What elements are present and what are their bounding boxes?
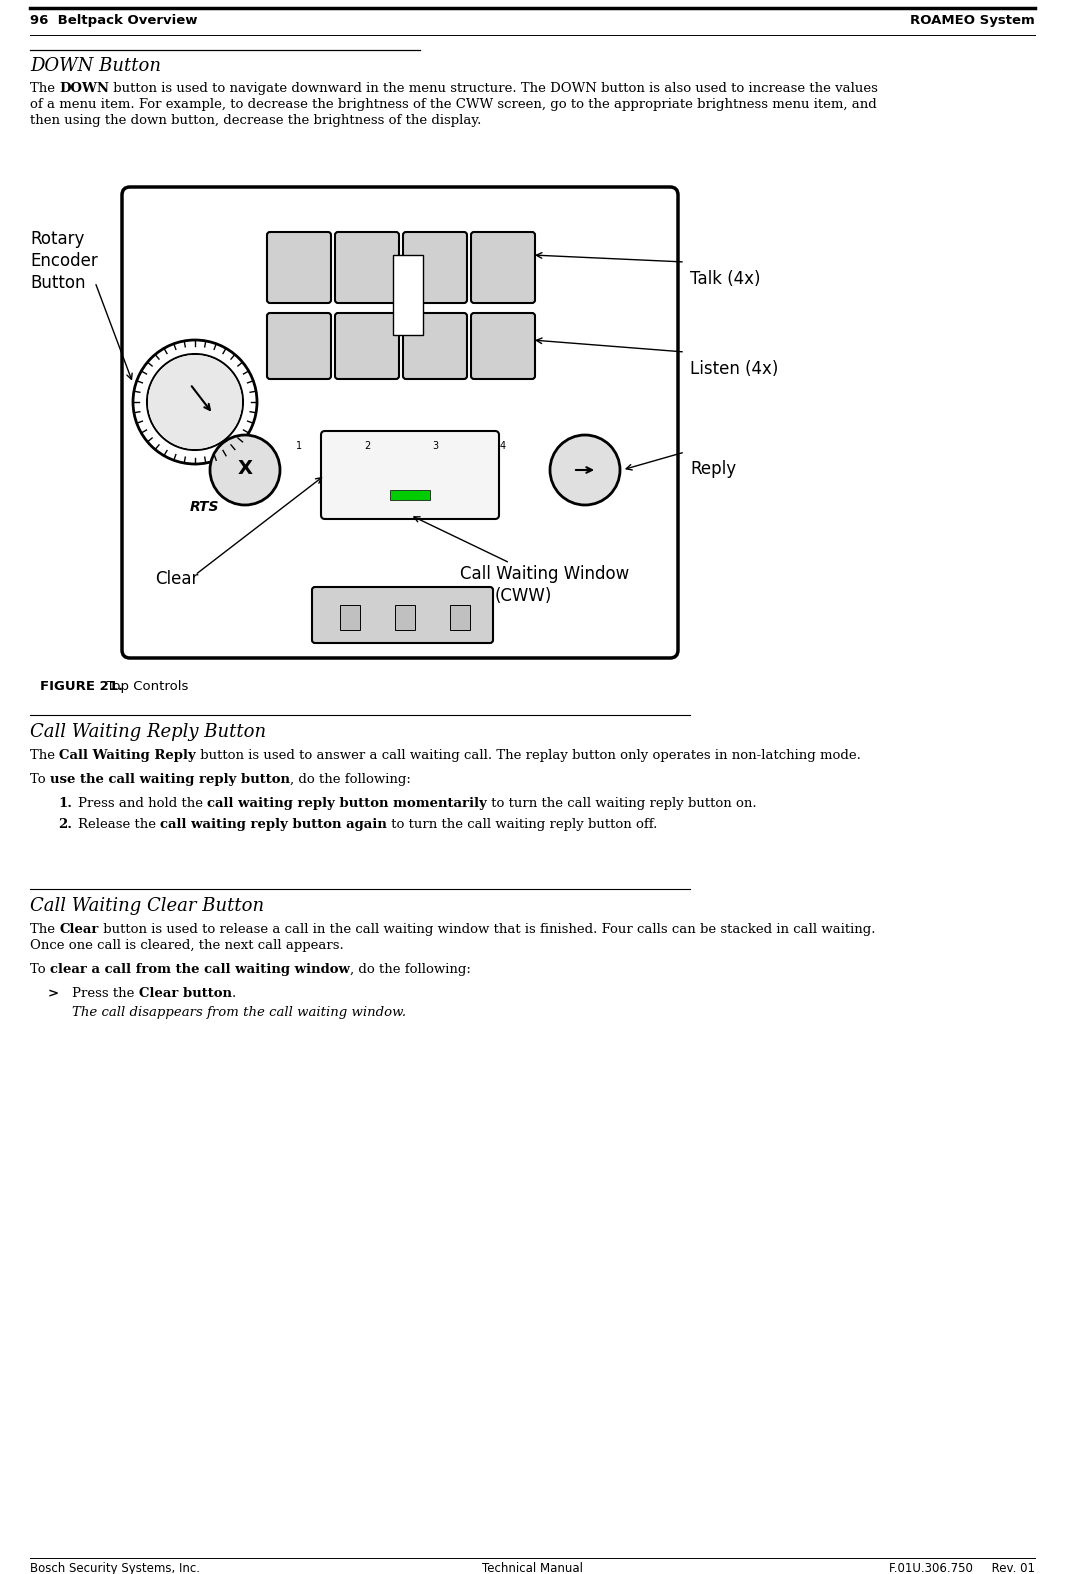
FancyBboxPatch shape [335,231,399,304]
Text: Clear button: Clear button [138,987,231,999]
Text: To: To [30,963,50,976]
FancyBboxPatch shape [312,587,493,644]
Text: button is used to navigate downward in the menu structure. The DOWN button is al: button is used to navigate downward in t… [110,82,879,94]
Text: .: . [231,987,235,999]
Text: Talk (4x): Talk (4x) [690,271,760,288]
Bar [450,604,470,630]
Text: clear a call from the call waiting window: clear a call from the call waiting windo… [50,963,349,976]
Text: button is used to answer a call waiting call. The replay button only operates in: button is used to answer a call waiting … [196,749,861,762]
Text: Call Waiting Window: Call Waiting Window [460,565,629,582]
Text: FIGURE 21.: FIGURE 21. [40,680,122,693]
Text: Button: Button [30,274,85,293]
Text: Listen (4x): Listen (4x) [690,360,779,378]
Text: Call Waiting Clear Button: Call Waiting Clear Button [30,897,264,914]
Text: DOWN: DOWN [60,82,110,94]
Text: (CWW): (CWW) [495,587,553,604]
FancyBboxPatch shape [267,231,331,304]
Text: then using the down button, decrease the brightness of the display.: then using the down button, decrease the… [30,113,481,127]
Circle shape [550,434,620,505]
FancyBboxPatch shape [321,431,499,519]
Text: , do the following:: , do the following: [290,773,411,785]
Text: Bosch Security Systems, Inc.: Bosch Security Systems, Inc. [30,1561,200,1574]
Text: to turn the call waiting reply button on.: to turn the call waiting reply button on… [487,796,757,811]
Text: >: > [48,987,60,999]
Circle shape [148,356,242,449]
Text: Press the: Press the [72,987,138,999]
Text: 4: 4 [499,441,506,452]
Text: F.01U.306.750     Rev. 01: F.01U.306.750 Rev. 01 [889,1561,1035,1574]
Text: call waiting reply button momentarily: call waiting reply button momentarily [208,796,487,811]
Text: 96  Beltpack Overview: 96 Beltpack Overview [30,14,197,27]
Text: Rotary: Rotary [30,230,84,249]
Text: , do the following:: , do the following: [349,963,471,976]
Text: use the call waiting reply button: use the call waiting reply button [50,773,290,785]
Bar [393,255,423,335]
Text: The: The [30,82,60,94]
Text: Call Waiting Reply Button: Call Waiting Reply Button [30,722,266,741]
FancyBboxPatch shape [471,313,535,379]
FancyBboxPatch shape [335,313,399,379]
FancyBboxPatch shape [403,231,466,304]
Text: to turn the call waiting reply button off.: to turn the call waiting reply button of… [387,818,657,831]
FancyBboxPatch shape [471,231,535,304]
Text: X: X [237,458,252,477]
FancyBboxPatch shape [122,187,678,658]
Text: 2.: 2. [58,818,72,831]
Text: Top Controls: Top Controls [98,680,189,693]
Text: RTS: RTS [190,501,219,515]
Text: Technical Manual: Technical Manual [481,1561,583,1574]
Text: Press and hold the: Press and hold the [78,796,208,811]
Text: button is used to release a call in the call waiting window that is finished. Fo: button is used to release a call in the … [99,922,875,937]
Text: 1: 1 [296,441,302,452]
Circle shape [210,434,280,505]
Text: ROAMEO System: ROAMEO System [911,14,1035,27]
Text: 3: 3 [432,441,438,452]
Bar [340,604,360,630]
Text: The: The [30,922,60,937]
Text: Once one call is cleared, the next call appears.: Once one call is cleared, the next call … [30,940,344,952]
Text: Clear: Clear [155,570,198,589]
Text: To: To [30,773,50,785]
Text: Call Waiting Reply: Call Waiting Reply [60,749,196,762]
Text: Reply: Reply [690,460,736,478]
Text: 2: 2 [364,441,371,452]
FancyBboxPatch shape [267,313,331,379]
Text: DOWN Button: DOWN Button [30,57,161,76]
FancyBboxPatch shape [403,313,466,379]
Text: Release the: Release the [78,818,160,831]
Text: 1.: 1. [58,796,72,811]
Text: Encoder: Encoder [30,252,98,271]
Text: of a menu item. For example, to decrease the brightness of the CWW screen, go to: of a menu item. For example, to decrease… [30,98,876,112]
Text: call waiting reply button again: call waiting reply button again [160,818,387,831]
Text: The: The [30,749,60,762]
Bar [395,604,415,630]
Bar [390,490,430,501]
Text: Clear: Clear [60,922,99,937]
Text: The call disappears from the call waiting window.: The call disappears from the call waitin… [72,1006,406,1018]
